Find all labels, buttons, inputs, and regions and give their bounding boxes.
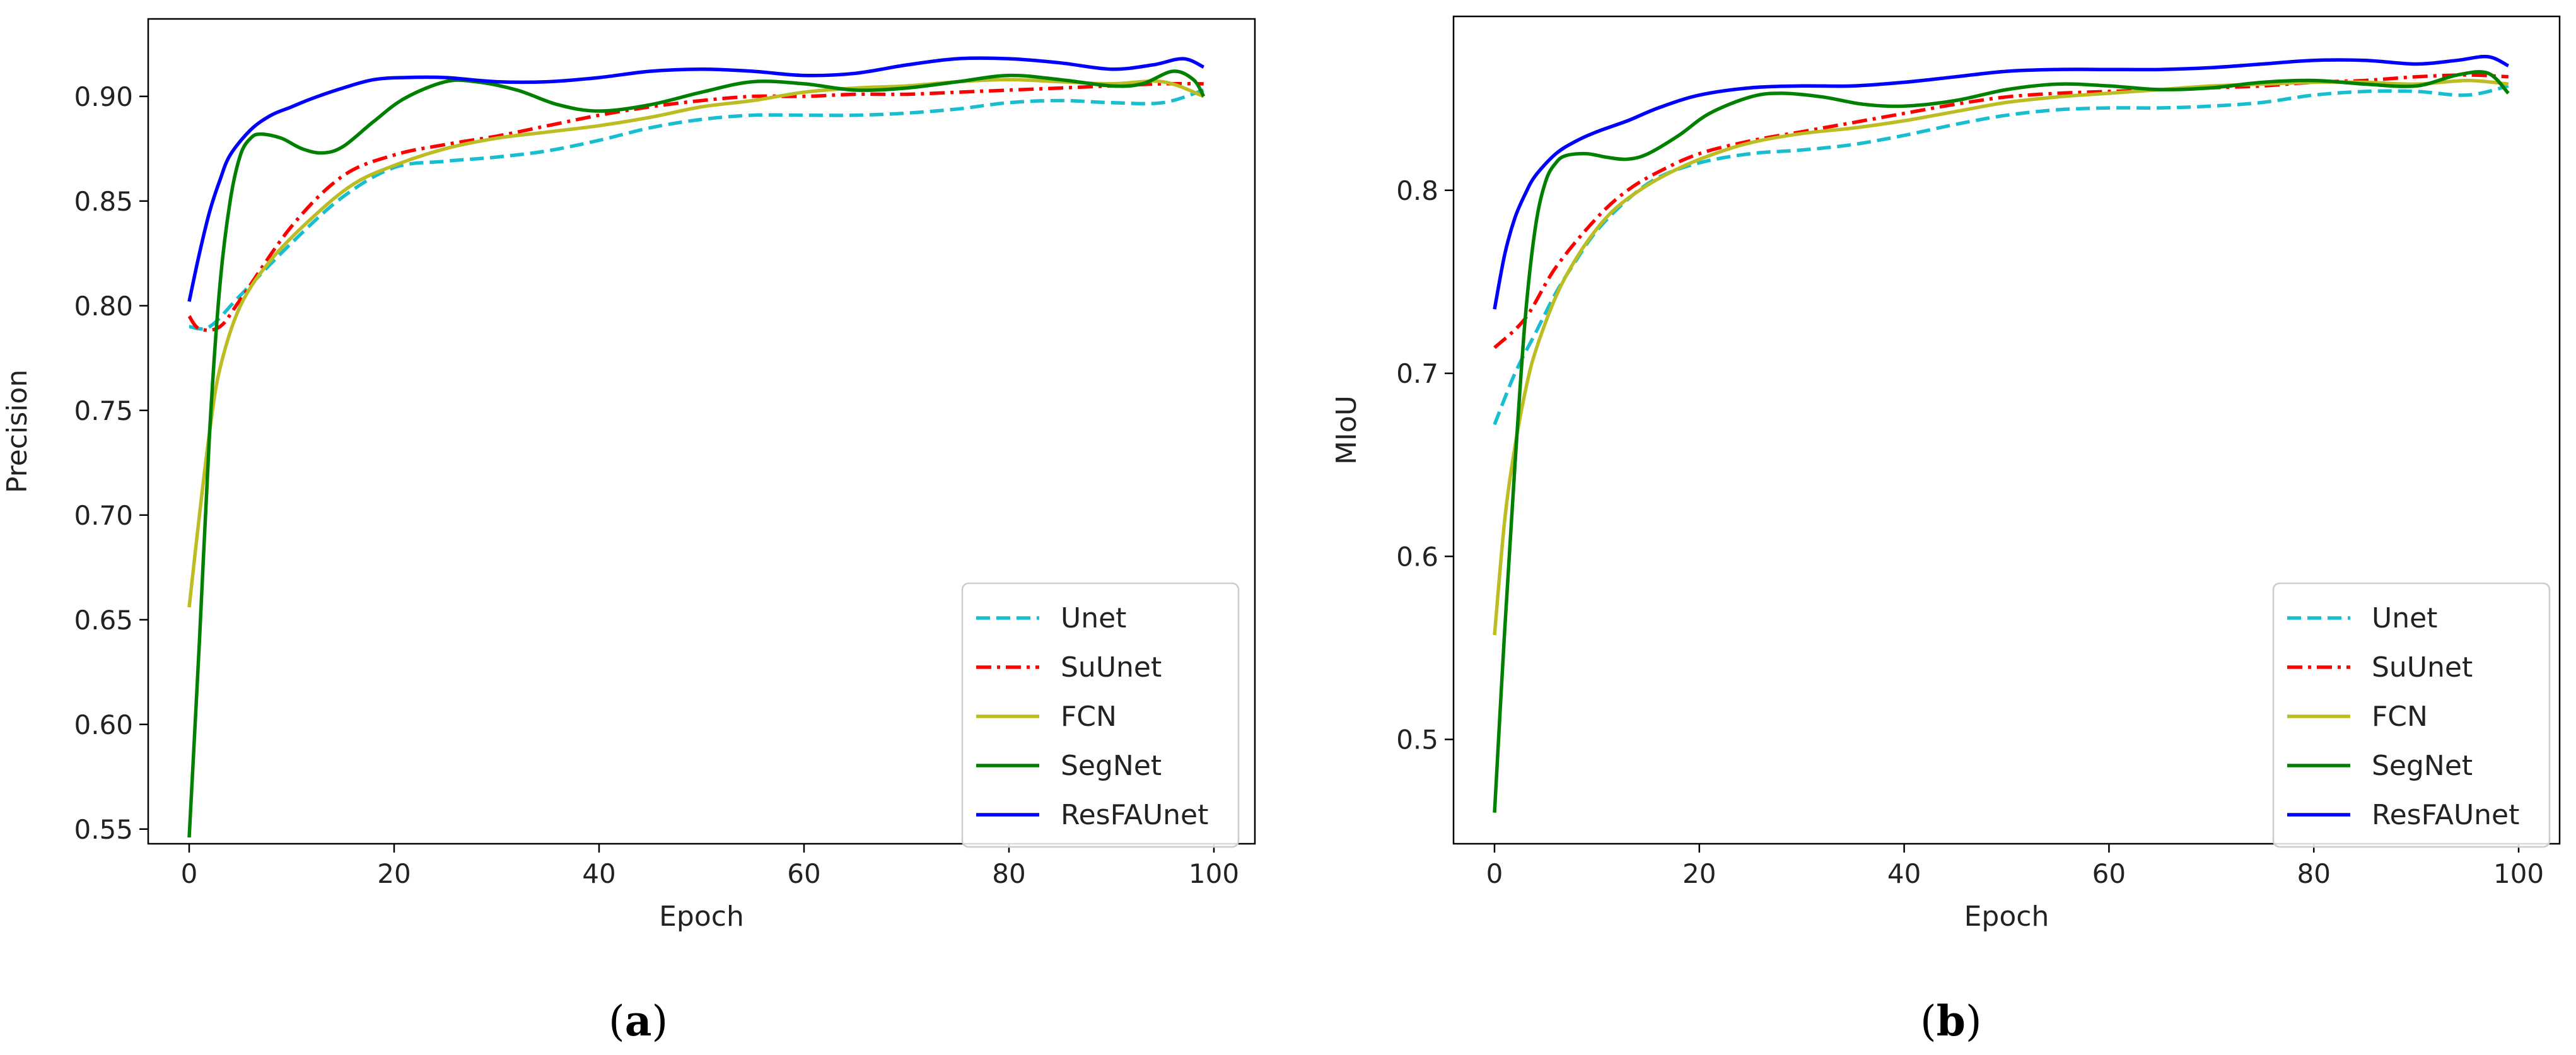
y-tick-label: 0.75 xyxy=(74,395,133,426)
series-line-segnet xyxy=(1493,70,2510,813)
x-tick-label: 40 xyxy=(582,858,615,889)
legend-label-resfaunet: ResFAUnet xyxy=(1061,799,1208,831)
legend-label-segnet: SegNet xyxy=(1061,750,1162,782)
x-tick-label: 40 xyxy=(1887,858,1921,889)
legend-box xyxy=(961,582,1240,848)
x-tick-label: 80 xyxy=(992,858,1025,889)
x-tick-label: 60 xyxy=(2092,858,2126,889)
series-line-suunet xyxy=(187,81,1204,332)
legend-label-fcn: FCN xyxy=(1061,701,1117,733)
series-line-fcn xyxy=(187,78,1204,608)
y-tick-label: 0.90 xyxy=(74,81,133,112)
series-line-unet xyxy=(1493,84,2509,426)
legend-label-suunet: SuUnet xyxy=(2372,651,2473,684)
legend-label-fcn: FCN xyxy=(2372,701,2428,733)
precision-chart: 0 20 40 60 80 100 0.55 0.60 0.65 0.70 0.75 0.80 0.85… xyxy=(1,18,1256,933)
x-tick-label: 0 xyxy=(1486,858,1503,889)
y-tick-label: 0.7 xyxy=(1396,358,1438,389)
legend-label-segnet: SegNet xyxy=(2372,750,2473,782)
x-tick-label: 20 xyxy=(377,858,411,889)
caption-b: (b) xyxy=(1920,996,1982,1046)
y-axis-label: Precision xyxy=(1,370,33,493)
x-tick-label: 0 xyxy=(181,858,198,889)
x-axis-label: Epoch xyxy=(659,901,744,933)
x-tick-label: 20 xyxy=(1682,858,1716,889)
x-tick-label: 80 xyxy=(2297,858,2330,889)
legend-label-unet: Unet xyxy=(2372,602,2437,634)
y-tick-label: 0.6 xyxy=(1396,541,1438,572)
miou-chart: 0 20 40 60 80 100 0.5 0.6 0.7 0.8 Epoch MIoU Unet SuU… xyxy=(1331,15,2561,933)
legend-label-suunet: SuUnet xyxy=(1061,651,1162,684)
legend-box xyxy=(2272,582,2551,848)
y-tick-label: 0.80 xyxy=(74,291,133,322)
series-line-resfaunet xyxy=(1493,54,2510,310)
y-tick-label: 0.65 xyxy=(74,605,133,636)
legend: Unet SuUnet FCN SegNet ResFAUnet xyxy=(961,582,1240,848)
legend-label-unet: Unet xyxy=(1061,602,1126,634)
y-tick-label: 0.70 xyxy=(74,500,133,531)
x-tick-label: 60 xyxy=(787,858,820,889)
series-line-unet xyxy=(189,88,1204,331)
y-tick-label: 0.85 xyxy=(74,186,133,217)
y-tick-label: 0.60 xyxy=(74,709,133,740)
y-axis-label: MIoU xyxy=(1331,395,1363,465)
axes-frame xyxy=(147,18,1256,845)
series-line-segnet xyxy=(187,69,1206,838)
legend-label-resfaunet: ResFAUnet xyxy=(2372,799,2519,831)
series-line-fcn xyxy=(1493,78,2509,636)
x-tick-label: 100 xyxy=(2493,858,2544,889)
x-axis-label: Epoch xyxy=(1964,901,2049,933)
legend: Unet SuUnet FCN SegNet ResFAUnet xyxy=(2272,582,2551,848)
y-tick-label: 0.55 xyxy=(74,814,133,845)
axes-frame xyxy=(1452,15,2561,845)
y-tick-label: 0.8 xyxy=(1396,175,1438,206)
series-line-resfaunet xyxy=(187,56,1205,302)
y-tick-label: 0.5 xyxy=(1396,725,1438,755)
x-tick-label: 100 xyxy=(1189,858,1239,889)
caption-a: (a) xyxy=(609,996,668,1046)
